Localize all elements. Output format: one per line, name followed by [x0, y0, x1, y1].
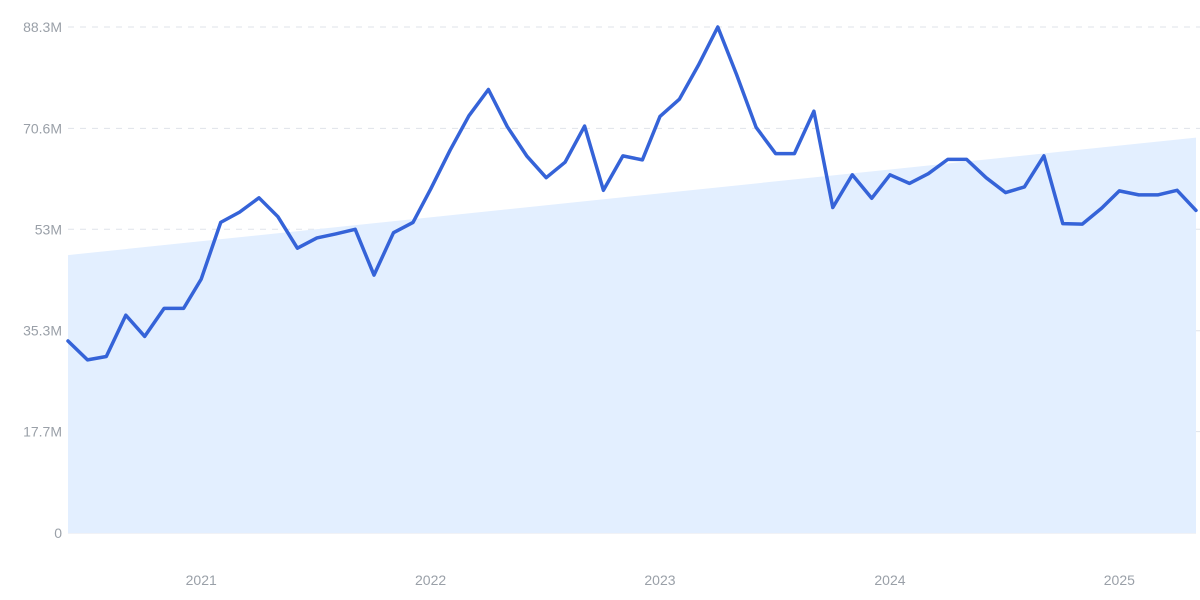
x-tick-label: 2021	[186, 572, 217, 588]
trend-band	[68, 137, 1196, 533]
series-layer	[66, 25, 1198, 362]
series-line	[66, 25, 1198, 362]
y-tick-label: 17.7M	[23, 424, 62, 440]
x-tick-label: 2025	[1104, 572, 1135, 588]
x-axis: 2021 2022 2023 2024 2025	[186, 572, 1135, 588]
y-axis: 0 17.7M 35.3M 53M 70.6M 88.3M	[23, 19, 62, 541]
y-tick-label: 0	[54, 525, 62, 541]
x-tick-label: 2022	[415, 572, 446, 588]
y-tick-label: 53M	[35, 221, 62, 237]
y-tick-label: 70.6M	[23, 120, 62, 136]
y-tick-label: 35.3M	[23, 323, 62, 339]
y-tick-label: 88.3M	[23, 19, 62, 35]
trend-area	[68, 137, 1196, 533]
x-tick-label: 2024	[874, 572, 905, 588]
x-tick-label: 2023	[644, 572, 675, 588]
